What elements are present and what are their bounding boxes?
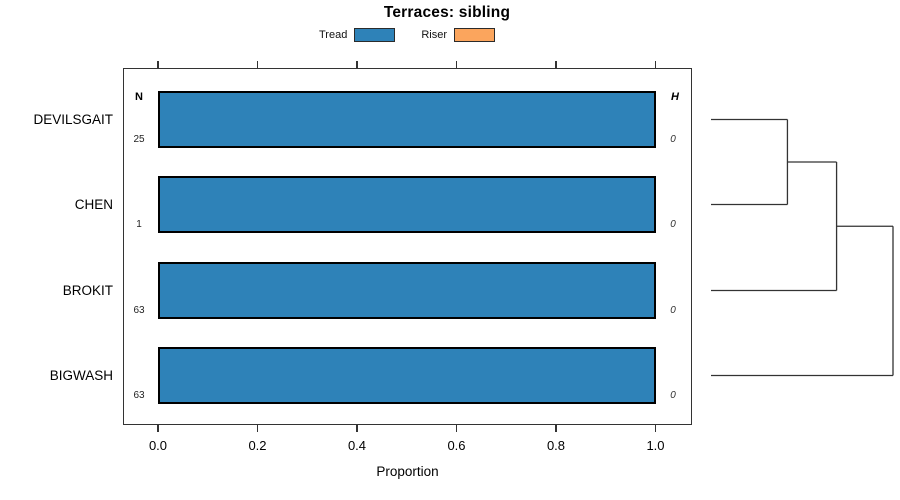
x-tick-top — [256, 61, 259, 68]
n-value-chen: 1 — [136, 219, 142, 230]
legend-item-riser: Riser — [421, 28, 495, 42]
bar-devilsgait — [158, 91, 656, 148]
bar-chen — [158, 176, 656, 233]
chart-title: Terraces: sibling — [383, 4, 511, 21]
legend-item-tread: Tread — [319, 28, 396, 42]
x-tick-label: 0.8 — [546, 438, 566, 453]
h-value-bigwash: 0 — [670, 390, 676, 401]
bar-bigwash — [158, 347, 656, 404]
x-tick-bottom — [455, 425, 458, 432]
category-label-devilsgait: DEVILSGAIT — [33, 112, 113, 127]
n-column-header: N — [135, 91, 143, 103]
x-tick-top — [455, 61, 458, 68]
legend-label: Tread — [319, 29, 348, 41]
n-value-bigwash: 63 — [133, 390, 145, 401]
x-tick-bottom — [256, 425, 259, 432]
category-label-bigwash: BIGWASH — [49, 368, 113, 383]
h-value-brokit: 0 — [670, 305, 676, 316]
legend: Tread Riser — [0, 26, 814, 44]
n-value-devilsgait: 25 — [133, 134, 145, 145]
n-value-brokit: 63 — [133, 305, 145, 316]
category-label-brokit: BROKIT — [62, 283, 113, 298]
legend-label: Riser — [421, 29, 447, 41]
legend-swatch-riser-icon — [454, 28, 495, 42]
legend-swatch-tread-icon — [354, 28, 396, 42]
x-tick-bottom — [654, 425, 657, 432]
x-tick-top — [157, 61, 159, 68]
x-tick-top — [555, 61, 557, 68]
category-label-chen: CHEN — [74, 197, 113, 212]
x-tick-bottom — [555, 425, 557, 432]
x-axis-label: Proportion — [376, 464, 439, 479]
x-tick-label: 0.6 — [447, 438, 466, 453]
x-tick-bottom — [356, 425, 358, 432]
h-column-header: H — [671, 91, 679, 103]
bar-brokit — [158, 262, 656, 319]
x-tick-label: 1.0 — [646, 438, 665, 453]
x-tick-label: 0.0 — [148, 438, 168, 453]
h-value-devilsgait: 0 — [670, 134, 676, 145]
x-tick-label: 0.2 — [248, 438, 267, 453]
x-tick-bottom — [157, 425, 159, 432]
x-tick-top — [356, 61, 358, 68]
x-tick-label: 0.4 — [347, 438, 367, 453]
h-value-chen: 0 — [670, 219, 676, 230]
x-tick-top — [654, 61, 657, 68]
